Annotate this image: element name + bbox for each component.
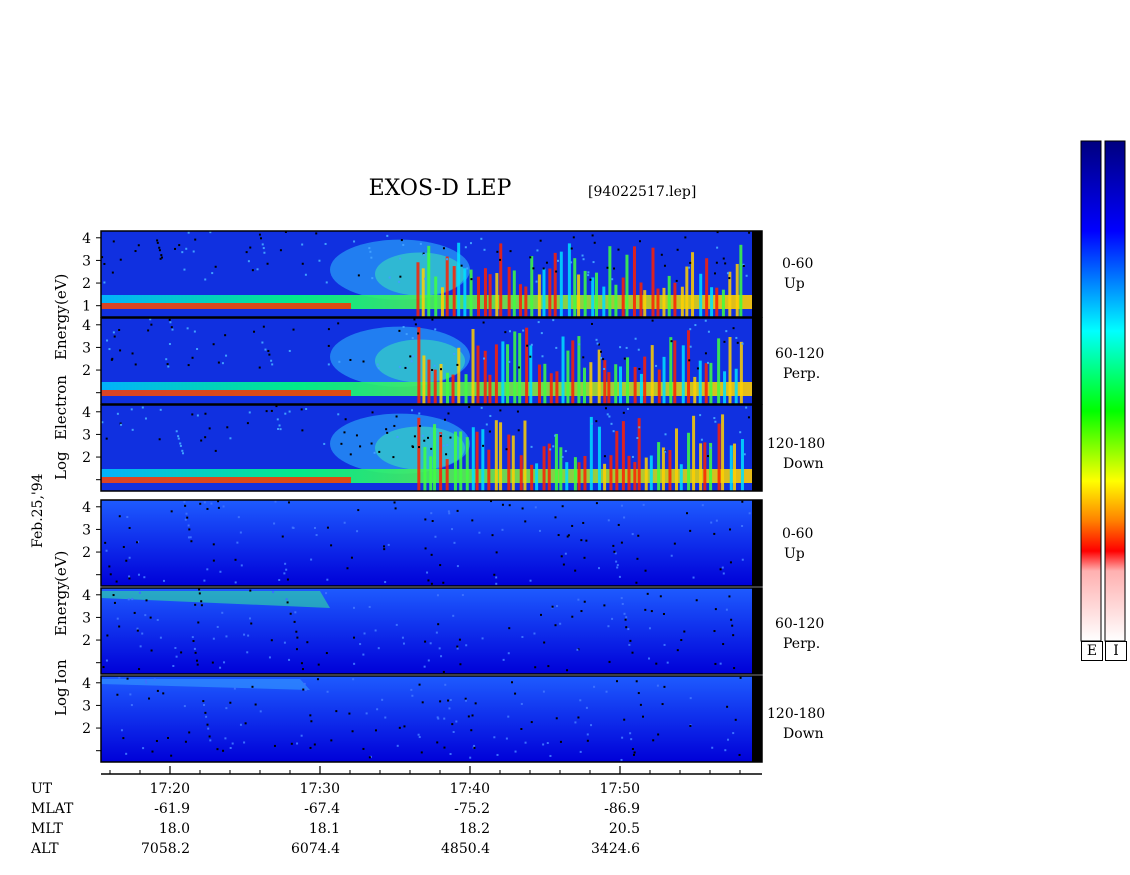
y-tick-label: 2 (82, 721, 91, 737)
panel-ion-120-180-down (100, 675, 763, 763)
panel-ion-0-60-up (100, 499, 763, 587)
ylabel-ion-log: Log (52, 687, 70, 716)
angle-range-i1: 0-60 (782, 526, 814, 542)
ylabel-electron-energy: Energy (52, 305, 70, 360)
ylabel-electron-log: Log (52, 451, 70, 480)
mlat-value: -67.4 (304, 801, 340, 817)
ut-value: 17:50 (599, 781, 640, 797)
angle-dir-i3: Down (783, 726, 824, 742)
ut-value: 17:20 (149, 781, 190, 797)
y-tick-label: 3 (82, 340, 91, 356)
y-tick-label: 2 (82, 450, 91, 466)
y-tick-label: 3 (82, 253, 91, 269)
ylabel-ion-word: Ion (52, 659, 70, 684)
panel-electron-0-60-up (100, 230, 763, 318)
y-tick-label: 3 (82, 522, 91, 538)
ut-value: 17:30 (299, 781, 340, 797)
y-tick-label: 3 (82, 610, 91, 626)
y-tick-label: 4 (82, 500, 91, 516)
row-label-mlt: MLT (31, 821, 63, 837)
panel-electron-120-180-down (100, 404, 763, 492)
mlt-value: 18.2 (458, 821, 490, 837)
angle-dir-e1: Up (784, 276, 805, 292)
angle-range-i3: 120-180 (767, 706, 826, 722)
y-tick-label: 4 (82, 231, 91, 247)
y-tick-label: 3 (82, 698, 91, 714)
mlat-value: -75.2 (454, 801, 490, 817)
ylabel-ion-unit: (eV) (52, 550, 70, 582)
row-label-ut: UT (31, 781, 53, 797)
colorbar-electron (1080, 140, 1102, 642)
angle-dir-e3: Down (783, 456, 824, 472)
y-tick-label: 2 (82, 363, 91, 379)
y-tick-label: 1 (82, 299, 91, 315)
y-tick-label: 2 (82, 633, 91, 649)
panel-ion-60-120-perp- (100, 587, 763, 675)
colorbar-label-ion: I (1105, 641, 1127, 661)
mlt-value: 18.1 (308, 821, 340, 837)
y-tick-label: 2 (82, 276, 91, 292)
y-tick-label: 3 (82, 427, 91, 443)
y-tick-label: 4 (82, 405, 91, 421)
colorbar-ion (1104, 140, 1126, 642)
y-tick-label: 4 (82, 676, 91, 692)
ylabel-electron-word: Electron (52, 375, 70, 440)
panel-electron-60-120-perp- (100, 317, 763, 405)
alt-value: 4850.4 (441, 841, 490, 857)
ylabel-electron-unit: (eV) (52, 273, 70, 305)
ylabel-ion-energy: Energy (52, 581, 70, 636)
y-tick-label: 4 (82, 318, 91, 334)
mlt-value: 20.5 (608, 821, 640, 837)
angle-dir-i2: Perp. (783, 636, 821, 652)
mlat-value: -86.9 (604, 801, 640, 817)
row-label-alt: ALT (31, 841, 59, 857)
angle-range-e1: 0-60 (782, 256, 814, 272)
mlt-value: 18.0 (158, 821, 190, 837)
angle-range-e2: 60-120 (775, 346, 825, 362)
angle-range-e3: 120-180 (767, 436, 826, 452)
alt-value: 7058.2 (141, 841, 190, 857)
y-tick-label: 4 (82, 588, 91, 604)
angle-dir-e2: Perp. (783, 366, 821, 382)
y-tick-label: 2 (82, 545, 91, 561)
mlat-value: -61.9 (154, 801, 190, 817)
angle-dir-i1: Up (784, 546, 805, 562)
file-name: [94022517.lep] (588, 184, 697, 200)
alt-value: 3424.6 (591, 841, 640, 857)
colorbar-label-electron: E (1081, 641, 1103, 661)
alt-value: 6074.4 (291, 841, 340, 857)
angle-range-i2: 60-120 (775, 616, 825, 632)
row-label-mlat: MLAT (31, 801, 74, 817)
date-label: Feb.25,'94 (30, 473, 46, 548)
ut-value: 17:40 (449, 781, 490, 797)
chart-title: EXOS-D LEP (368, 176, 512, 201)
